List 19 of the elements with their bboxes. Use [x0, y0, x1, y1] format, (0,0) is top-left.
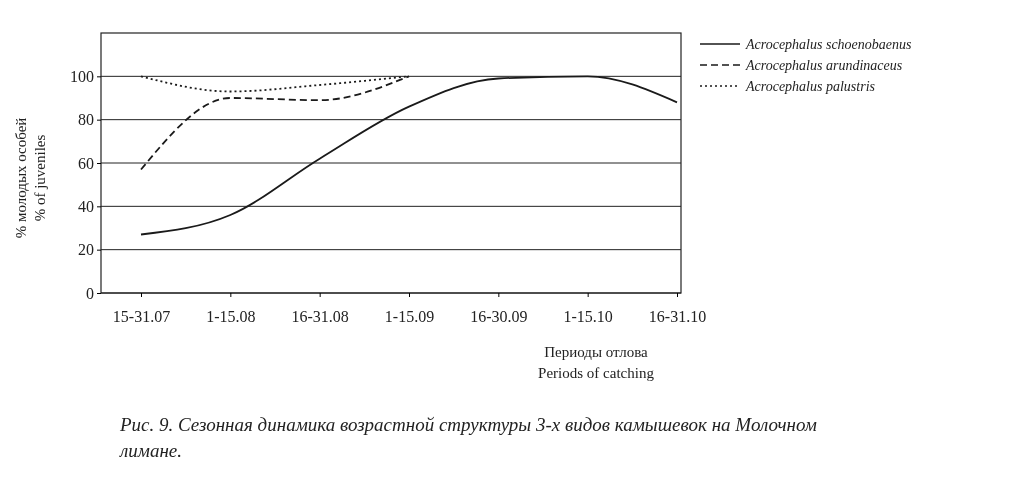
x-tick-label: 16-30.09 [470, 308, 528, 326]
y-tick-label: 100 [70, 67, 94, 85]
y-tick-label: 20 [78, 241, 94, 259]
legend-label: Acrocephalus schoenobaenus [745, 37, 913, 52]
x-tick-label: 1-15.10 [563, 308, 613, 326]
x-tick-label: 1-15.08 [206, 308, 256, 326]
y-tick-label: 80 [78, 111, 94, 129]
legend-label: Acrocephalus palustris [745, 79, 876, 94]
text: Рис. 9. Сезонная динамика возрастной структуры 3-х видов камышевок на Молочном лимане. [120, 413, 818, 463]
y-tick-label: 40 [78, 197, 94, 215]
legend-label: Acrocephalus arundinaceus [745, 58, 903, 73]
x-tick-label: 16-31.08 [291, 308, 349, 326]
x-tick-label: 15-31.07 [112, 308, 171, 326]
y-axis-title: % молодых особей % of juveniles [13, 117, 48, 239]
y-tick-label: 60 [78, 154, 94, 172]
x-tick-label: 1-15.09 [384, 308, 435, 326]
y-tick-label: 0 [86, 284, 94, 302]
x-tick-label: 16-31.10 [648, 308, 707, 326]
x-axis-title: Периоды отлова Periods of catching [538, 344, 655, 381]
